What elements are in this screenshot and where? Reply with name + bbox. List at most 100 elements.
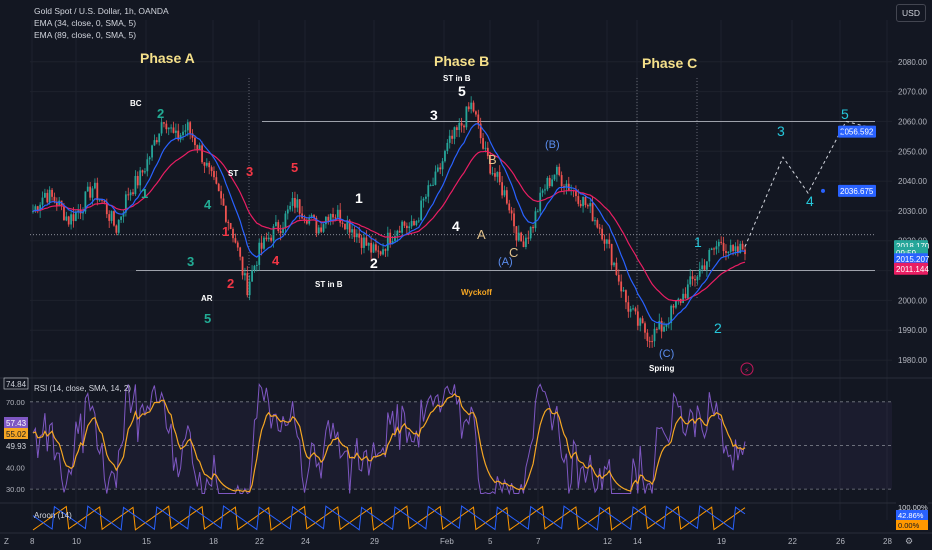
candle-body <box>303 218 306 220</box>
candle-body <box>127 194 130 196</box>
rsi-levels <box>0 377 932 490</box>
price-axis[interactable]: 1980.001990.002000.002010.002020.002030.… <box>898 58 927 365</box>
annotation-label: (B) <box>545 139 560 151</box>
candle-body <box>313 215 315 218</box>
candle-body <box>282 227 284 233</box>
aroon-axis: Aroon (14) 100.00%42.86%0.00% <box>0 502 932 530</box>
candle-body <box>344 223 346 230</box>
candle-body <box>55 201 58 206</box>
candle-body <box>613 262 615 266</box>
candle-body <box>589 203 592 207</box>
price-label-bg <box>894 253 928 266</box>
candle-body <box>586 205 589 207</box>
aroon-up-line <box>32 505 746 531</box>
candle-body <box>86 186 89 192</box>
candle-body <box>632 308 634 310</box>
candle-body <box>715 246 718 250</box>
candle-body <box>651 341 654 343</box>
candle-body <box>298 199 301 214</box>
candle-body <box>527 237 530 239</box>
candle-body <box>394 235 396 241</box>
ema34-legend: EMA (34, close, 0, SMA, 5) <box>34 18 137 28</box>
candle-body <box>377 250 380 252</box>
candle-body <box>470 102 473 110</box>
price-tick-label: 2060.00 <box>898 117 927 126</box>
candle-body <box>498 172 501 183</box>
candle-body <box>672 305 675 308</box>
time-tick-label: 22 <box>255 537 264 546</box>
time-tick-label: 24 <box>301 537 310 546</box>
currency-button[interactable]: USD <box>896 4 926 22</box>
rsi-value-bg <box>4 417 28 428</box>
candle-body <box>36 206 39 211</box>
candle-body <box>575 190 577 197</box>
candle-body <box>517 232 520 241</box>
annotation-label: 2 <box>370 255 378 271</box>
candle-body <box>327 216 330 221</box>
candle-body <box>391 240 394 244</box>
annotation-label: 3 <box>246 164 253 179</box>
rsi-value-bg <box>3 377 29 390</box>
candle-body <box>741 243 744 250</box>
candle-body <box>146 159 149 172</box>
candle-body <box>646 332 649 341</box>
candle-body <box>508 203 511 211</box>
candle-body <box>355 233 358 238</box>
annotation-label: 2 <box>714 320 722 336</box>
candle-body <box>167 127 170 130</box>
candle-body <box>363 237 365 248</box>
aroon-down-line <box>32 505 746 531</box>
candle-body <box>184 130 187 132</box>
annotation-label: 4 <box>204 197 212 212</box>
candle-body <box>539 192 542 212</box>
candle-body <box>460 122 463 126</box>
price-tick-label: 1980.00 <box>898 356 927 365</box>
grid-lines <box>30 20 892 520</box>
candle-body <box>532 226 534 229</box>
candle-body <box>405 225 408 229</box>
candle-body <box>372 244 375 253</box>
candle-body <box>177 130 180 140</box>
candle-body <box>655 328 658 330</box>
candle-body <box>515 226 518 241</box>
candle-body <box>436 167 439 172</box>
candle-body <box>563 186 565 188</box>
price-tick-label: 2050.00 <box>898 147 927 156</box>
annotation-label: 1 <box>355 190 363 206</box>
rsi-value-bg <box>4 428 28 439</box>
annotation-label: 2 <box>227 276 234 291</box>
candle-body <box>584 196 587 206</box>
candle-body <box>610 243 613 266</box>
candle-body <box>446 142 449 151</box>
candle-body <box>341 222 344 224</box>
time-axis[interactable]: 8 10 15 18 22 24 29 Feb 5 7 12 14 19 22 26 28 Z ⚙ <box>0 532 932 547</box>
candle-body <box>548 177 551 187</box>
rsi-line <box>32 382 746 496</box>
candle-body <box>689 276 692 285</box>
candle-body <box>294 198 296 208</box>
candle-body <box>617 274 620 282</box>
time-tick-label: 26 <box>836 537 845 546</box>
candle-body <box>429 185 432 187</box>
candle-body <box>222 198 225 206</box>
candle-body <box>265 237 268 240</box>
time-tick-label: 22 <box>788 537 797 546</box>
candle-body <box>425 196 427 199</box>
candle-body <box>717 241 720 247</box>
candle-body <box>448 135 451 143</box>
candle-body <box>353 229 356 238</box>
rsi-value-label: 74.84 <box>6 380 27 389</box>
time-tick-label: 14 <box>633 537 642 546</box>
candle-body <box>239 247 242 257</box>
candle-body <box>46 192 49 203</box>
price-label-bg <box>838 184 876 197</box>
candle-body <box>58 200 61 206</box>
candle-body <box>551 179 554 187</box>
alert-icon <box>740 362 754 376</box>
candle-body <box>241 256 244 276</box>
rsi-band <box>30 401 892 490</box>
candle-body <box>203 162 206 166</box>
candle-body <box>244 273 246 276</box>
